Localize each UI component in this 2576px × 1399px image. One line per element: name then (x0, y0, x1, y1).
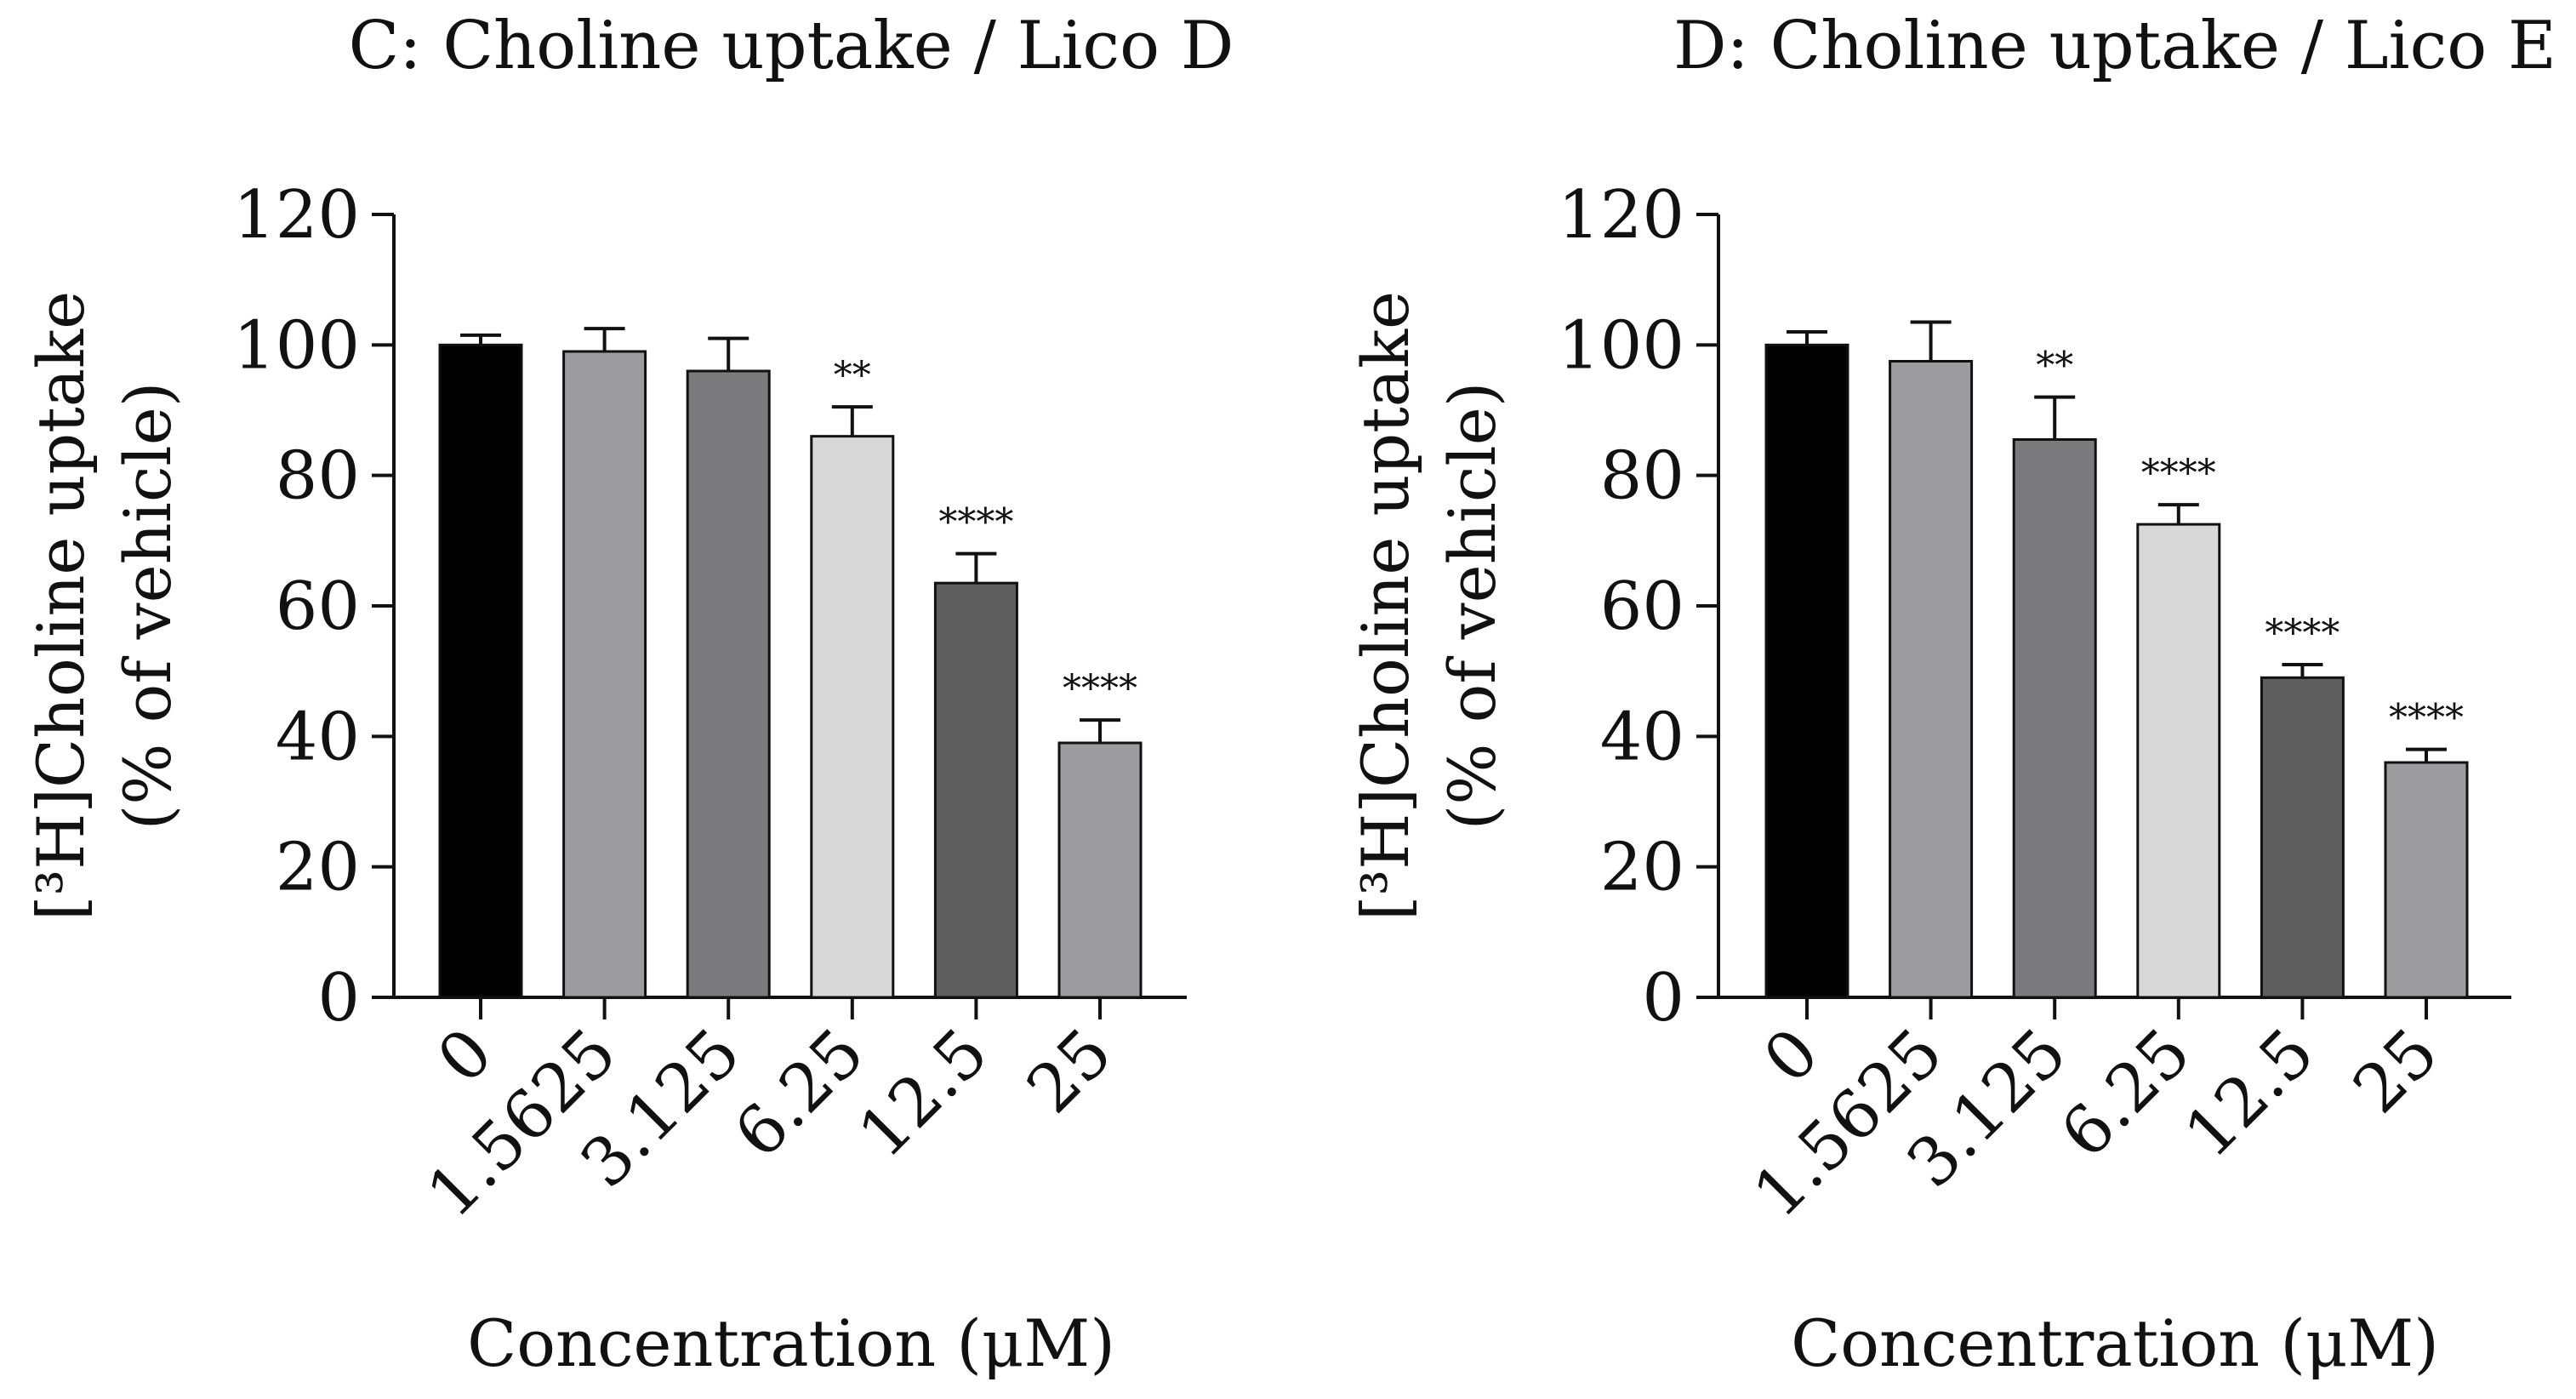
y-axis-label-unit: (% of vehicle) (1434, 382, 1510, 831)
y-tick-label: 60 (276, 568, 360, 645)
y-tick-label: 20 (276, 830, 360, 906)
x-axis-label: Concentration (μM) (1791, 1305, 2439, 1381)
y-axis-label-unit: (% of vehicle) (110, 382, 185, 831)
x-tick-label: 12.5 (844, 1014, 1002, 1173)
significance-label: **** (2265, 612, 2339, 655)
significance-label: **** (938, 501, 1013, 545)
y-axis-label: [³H]Choline uptake (1348, 291, 1423, 921)
bar-1.5625 (562, 350, 647, 999)
bar-12.5 (933, 581, 1018, 999)
bar-6.25 (810, 435, 895, 999)
significance-label: ** (834, 354, 871, 397)
x-axis-label: Concentration (μM) (467, 1305, 1115, 1381)
bar-25 (1057, 741, 1143, 999)
y-axis-label: [³H]Choline uptake (23, 291, 99, 921)
x-tick-label: 25 (1013, 1014, 1127, 1128)
bar-25 (2384, 761, 2469, 999)
y-tick-label: 80 (276, 438, 360, 515)
chart-panel-0: C: Choline uptake / Lico D [³H]Choline up… (23, 8, 1234, 1381)
bar-1.5625 (1889, 360, 1974, 999)
y-tick-label: 40 (276, 699, 360, 775)
significance-label: **** (1063, 667, 1137, 711)
y-tick-label: 100 (1558, 307, 1684, 384)
significance-label: ** (2036, 345, 2073, 388)
y-tick-label: 80 (1600, 438, 1684, 515)
chart-panel-1: D: Choline uptake / Lico E [³H]Choline up… (1348, 8, 2556, 1381)
bar-0 (438, 343, 523, 999)
significance-label: **** (2141, 452, 2216, 495)
y-tick-label: 0 (317, 960, 360, 1036)
y-tick-label: 120 (233, 177, 360, 254)
significance-label: **** (2389, 697, 2464, 740)
y-tick-label: 120 (1558, 177, 1684, 254)
bar-3.125 (686, 369, 771, 999)
x-tick-label: 12.5 (2170, 1014, 2328, 1173)
x-tick-label: 0 (424, 1014, 508, 1099)
bar-3.125 (2012, 438, 2097, 999)
x-tick-label: 0 (1750, 1014, 1834, 1099)
chart-title: C: Choline uptake / Lico D (349, 8, 1234, 84)
x-tick-label: 6.25 (721, 1014, 879, 1173)
bar-0 (1764, 343, 1849, 999)
bar-12.5 (2260, 676, 2345, 999)
x-tick-label: 6.25 (2047, 1014, 2205, 1173)
y-tick-label: 100 (233, 307, 360, 384)
x-tick-label: 25 (2339, 1014, 2453, 1128)
bar-6.25 (2136, 522, 2221, 999)
y-tick-label: 0 (1642, 960, 1684, 1036)
chart-title: D: Choline uptake / Lico E (1673, 8, 2556, 84)
y-tick-label: 20 (1600, 830, 1684, 906)
y-tick-label: 60 (1600, 568, 1684, 645)
y-tick-label: 40 (1600, 699, 1684, 775)
